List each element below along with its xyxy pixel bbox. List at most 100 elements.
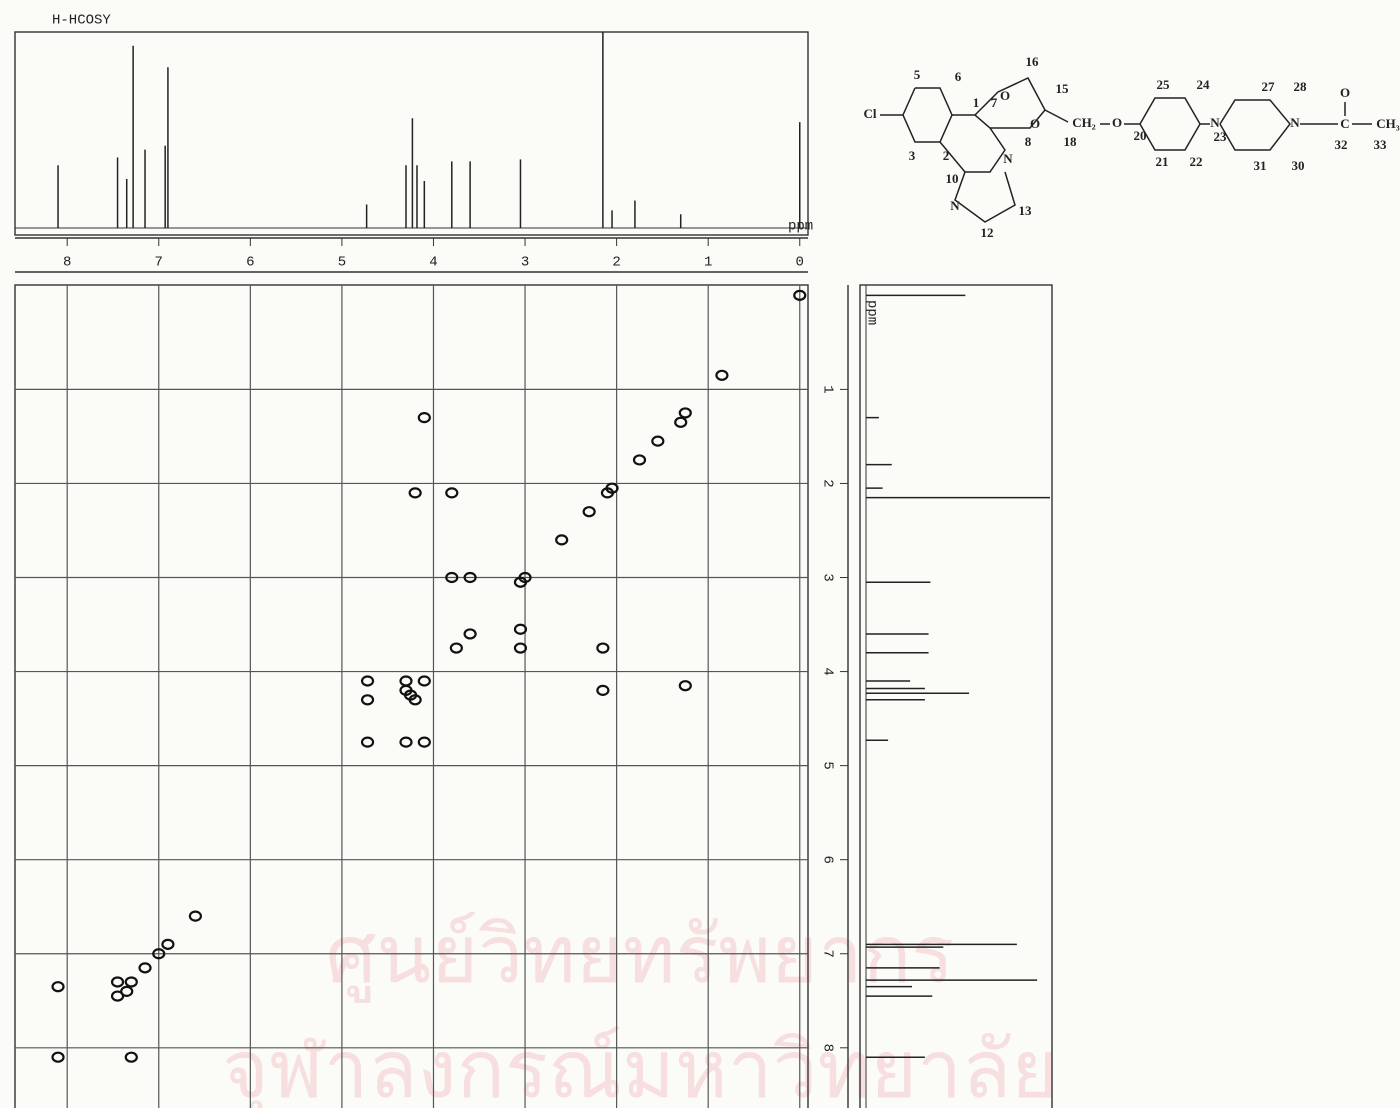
cross-peak: [120, 985, 134, 997]
y-tick-label: 5: [819, 761, 835, 769]
cross-peak: [513, 623, 528, 635]
bond: [902, 87, 953, 143]
bond: [939, 114, 1006, 173]
cross-peak: [161, 938, 175, 950]
cross-peak: [138, 962, 152, 974]
atom-label: 23: [1214, 129, 1228, 144]
atom-label: C: [1340, 116, 1349, 131]
atom-label: O: [1340, 85, 1350, 100]
y-tick-label: 3: [819, 573, 835, 581]
atom-label: 22: [1190, 154, 1203, 169]
cross-peak: [445, 571, 459, 584]
atom-label: 27: [1262, 79, 1276, 94]
atom-label: 12: [981, 225, 994, 240]
atom-label: CH₂: [1072, 115, 1096, 130]
bond: [954, 171, 1016, 223]
atom-label: 20: [1134, 128, 1147, 143]
cross-peak: [408, 487, 422, 499]
cross-peak: [417, 675, 431, 687]
x-tick-label: 7: [155, 255, 163, 271]
atom-label: 10: [946, 171, 959, 186]
x-axis-label: ppm: [788, 219, 813, 235]
cross-peak: [582, 506, 596, 518]
cross-peak: [445, 487, 459, 499]
atom-label: 15: [1056, 81, 1070, 96]
y-tick-label: 1: [819, 385, 835, 393]
x-tick-label: 4: [429, 255, 437, 271]
cross-peak: [678, 407, 692, 419]
x-tick-label: 2: [612, 255, 620, 271]
cross-peak: [555, 534, 569, 546]
atom-label: O: [1000, 88, 1010, 103]
atom-label: 31: [1254, 158, 1267, 173]
atom-label: 25: [1157, 77, 1171, 92]
x-tick-label: 6: [246, 255, 254, 271]
cross-peak: [110, 990, 125, 1002]
cross-peak: [110, 976, 125, 988]
atom-label: 21: [1156, 154, 1169, 169]
x-tick-label: 8: [63, 255, 71, 271]
cross-peak: [417, 412, 431, 424]
cross-peak: [51, 981, 65, 993]
watermark: ศูนย์วิทยทรัพยากร: [326, 908, 955, 1003]
x-tick-label: 1: [704, 255, 712, 271]
cross-peak: [596, 642, 610, 654]
y-axis-label: ppm: [863, 300, 879, 325]
bond: [1219, 99, 1291, 151]
projection-frame: [859, 284, 1053, 1108]
atom-label: O: [1112, 115, 1122, 130]
spectrum-frame: [14, 31, 809, 236]
atom-label: N: [1210, 115, 1220, 130]
atom-label: 30: [1292, 158, 1305, 173]
watermark: จุฬาลงกรณ์มหาวิทยาลัย: [222, 1023, 1058, 1108]
atom-label: N: [1290, 115, 1300, 130]
atom-label: 1: [973, 95, 980, 110]
atom-label: 16: [1026, 54, 1040, 69]
cross-peak: [632, 454, 647, 466]
atom-label: 7: [991, 95, 998, 110]
cross-peak: [678, 680, 692, 692]
atom-label: Cl: [864, 106, 877, 121]
cross-peak: [513, 642, 528, 654]
atom-label: 6: [955, 69, 962, 84]
y-tick-label: 2: [819, 479, 835, 487]
cross-peak: [417, 736, 431, 748]
bond: [1044, 109, 1069, 123]
cross-peak: [600, 487, 615, 499]
cosy-frame: [14, 284, 809, 1108]
atom-label: CH₃: [1376, 116, 1400, 131]
atom-label: 5: [914, 67, 921, 82]
cross-peak: [674, 416, 688, 428]
chart-title: H-HCOSY: [52, 13, 111, 29]
y-tick-label: 6: [819, 855, 835, 863]
cross-peak: [596, 684, 610, 696]
y-tick-label: 8: [819, 1044, 835, 1052]
cross-peak: [51, 1051, 65, 1063]
atom-label: O: [1030, 116, 1040, 131]
cross-peak: [188, 910, 202, 922]
cross-peak: [449, 642, 463, 654]
structure: Cl 5 6 3 2 1 7 8 10 N 12 13 N O O 16 15 …: [864, 54, 1400, 240]
cross-peak: [463, 628, 477, 640]
x-tick-label: 0: [796, 255, 804, 271]
atom-label: N: [950, 198, 960, 213]
cross-peak: [399, 675, 413, 687]
atom-label: 28: [1294, 79, 1308, 94]
cross-peak: [124, 1051, 138, 1063]
atom-label: 33: [1374, 137, 1388, 152]
x-tick-label: 3: [521, 255, 529, 271]
atom-label: 8: [1025, 134, 1032, 149]
y-tick-label: 7: [819, 950, 835, 958]
atom-label: 24: [1197, 77, 1211, 92]
cross-peak: [399, 736, 413, 748]
cross-peak: [152, 948, 166, 960]
atom-label: N: [1003, 151, 1013, 166]
cross-peak: [513, 576, 528, 588]
cross-peak: [715, 369, 729, 381]
atom-label: 2: [943, 148, 950, 163]
bond: [974, 77, 1046, 129]
atom-label: 18: [1064, 134, 1078, 149]
cross-peak: [360, 675, 375, 687]
